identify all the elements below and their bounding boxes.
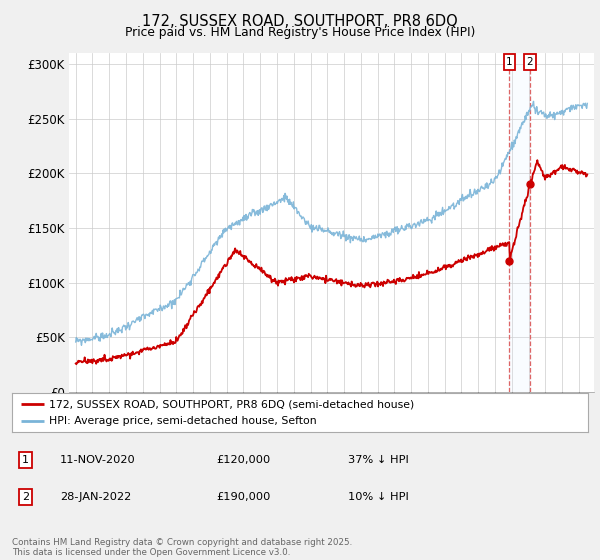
Text: 28-JAN-2022: 28-JAN-2022	[60, 492, 131, 502]
Text: 172, SUSSEX ROAD, SOUTHPORT, PR8 6DQ: 172, SUSSEX ROAD, SOUTHPORT, PR8 6DQ	[142, 14, 458, 29]
Text: 2: 2	[527, 57, 533, 67]
Bar	[509, 53, 530, 392]
Text: £120,000: £120,000	[216, 455, 270, 465]
Text: 11-NOV-2020: 11-NOV-2020	[60, 455, 136, 465]
Text: HPI: Average price, semi-detached house, Sefton: HPI: Average price, semi-detached house,…	[49, 416, 317, 426]
Text: 1: 1	[22, 455, 29, 465]
Text: 37% ↓ HPI: 37% ↓ HPI	[348, 455, 409, 465]
Text: 2: 2	[22, 492, 29, 502]
Text: 1: 1	[506, 57, 513, 67]
Text: Price paid vs. HM Land Registry's House Price Index (HPI): Price paid vs. HM Land Registry's House …	[125, 26, 475, 39]
Text: 172, SUSSEX ROAD, SOUTHPORT, PR8 6DQ (semi-detached house): 172, SUSSEX ROAD, SOUTHPORT, PR8 6DQ (se…	[49, 399, 415, 409]
Text: 10% ↓ HPI: 10% ↓ HPI	[348, 492, 409, 502]
Text: £190,000: £190,000	[216, 492, 271, 502]
Text: Contains HM Land Registry data © Crown copyright and database right 2025.
This d: Contains HM Land Registry data © Crown c…	[12, 538, 352, 557]
